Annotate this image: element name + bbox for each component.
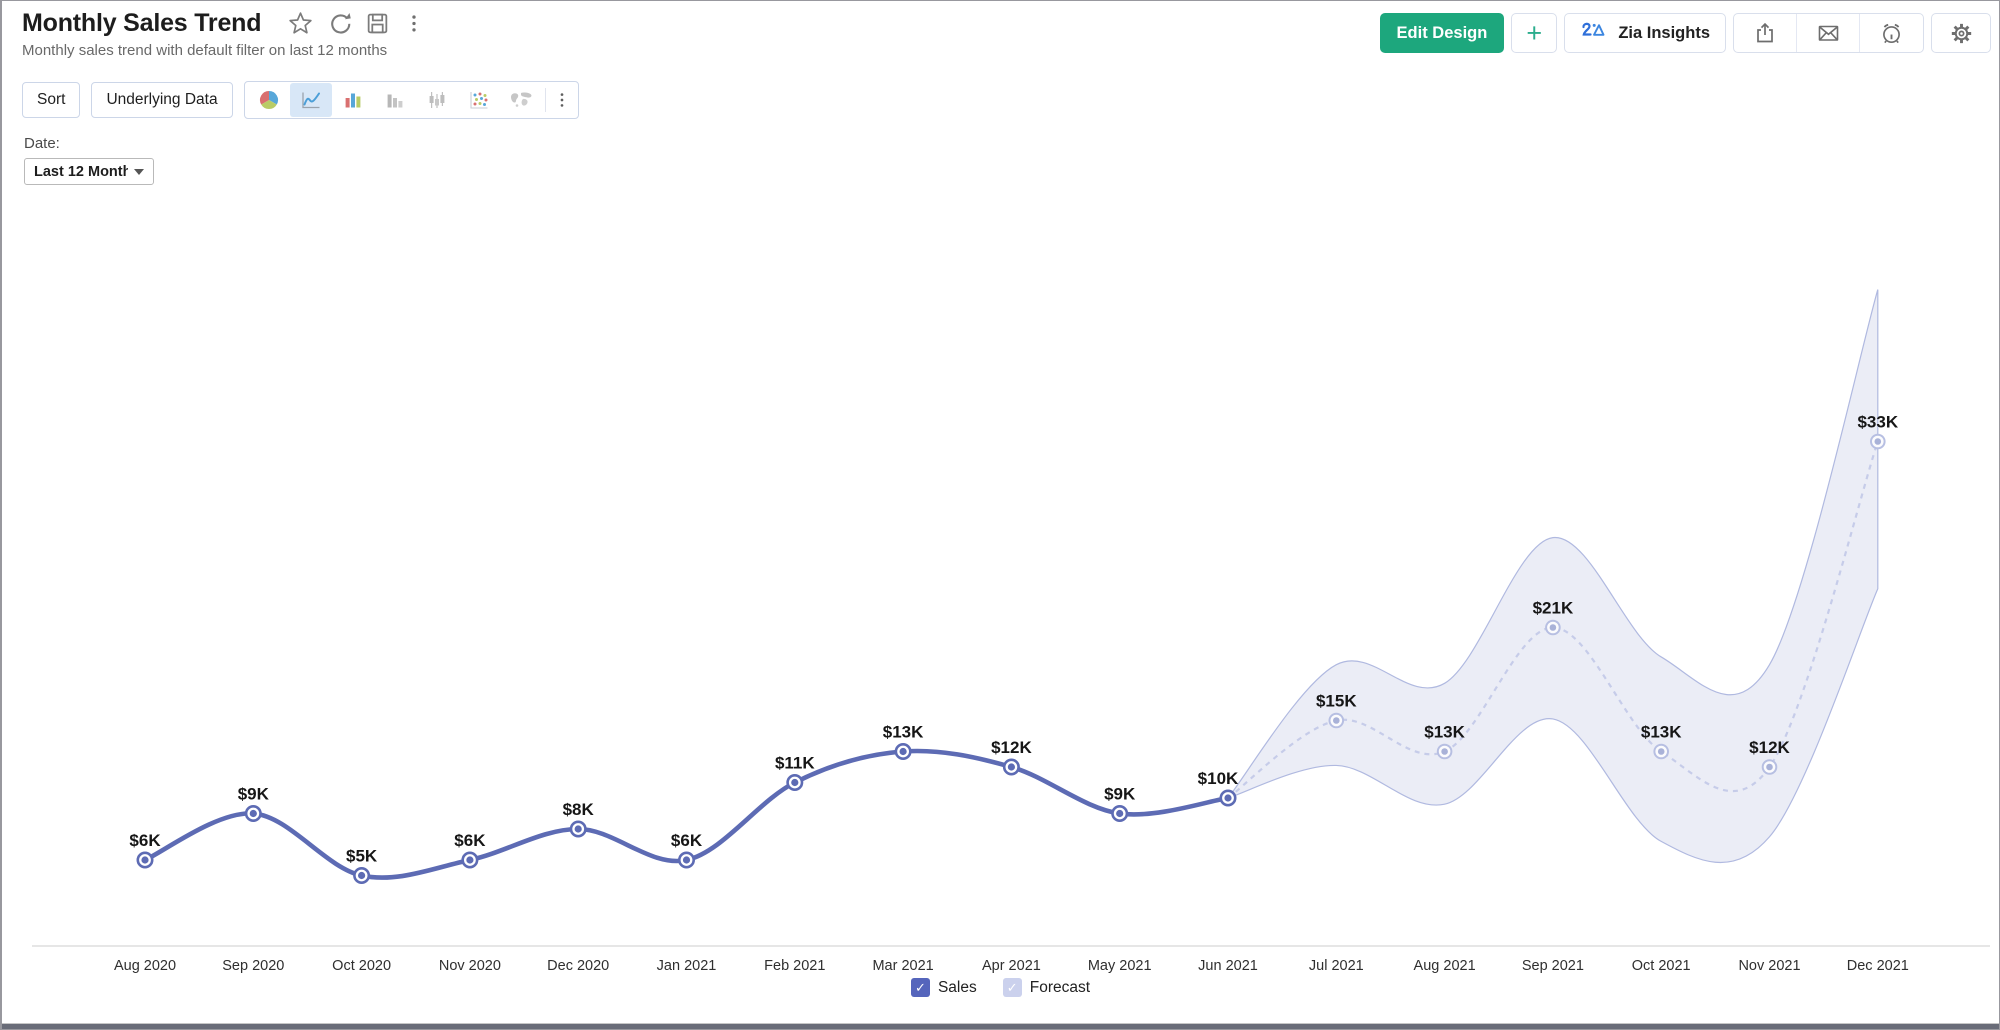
svg-text:Oct 2021: Oct 2021 [1632, 958, 1691, 974]
zia-insights-button[interactable]: Zia Insights [1564, 13, 1726, 53]
svg-text:$6K: $6K [129, 831, 161, 850]
more-chart-types-icon[interactable] [549, 83, 575, 117]
svg-text:$13K: $13K [883, 723, 924, 742]
bar-chart-icon[interactable] [332, 83, 374, 117]
more-options-icon[interactable] [403, 11, 425, 36]
view-toolbar: Sort Underlying Data [22, 81, 579, 119]
zia-logo-icon [1580, 19, 1610, 48]
window-bottom-edge [2, 1023, 1999, 1029]
svg-text:Sep 2020: Sep 2020 [222, 958, 284, 974]
svg-text:$10K: $10K [1198, 769, 1239, 788]
page-title: Monthly Sales Trend [22, 9, 262, 37]
add-report-button[interactable]: + [1511, 13, 1558, 53]
svg-text:$8K: $8K [563, 800, 595, 819]
underlying-data-button[interactable]: Underlying Data [91, 82, 233, 118]
legend-item-forecast[interactable]: ✓ Forecast [1002, 978, 1091, 997]
bar-gray-chart-icon[interactable] [374, 83, 416, 117]
svg-text:$15K: $15K [1316, 692, 1357, 711]
zia-insights-label: Zia Insights [1618, 23, 1710, 42]
svg-text:$12K: $12K [991, 738, 1032, 757]
email-icon[interactable] [1797, 14, 1860, 52]
svg-text:Feb 2021: Feb 2021 [764, 958, 825, 974]
svg-text:Dec 2021: Dec 2021 [1847, 958, 1909, 974]
svg-text:Dec 2020: Dec 2020 [547, 958, 609, 974]
forecast-checkbox-icon[interactable]: ✓ [1002, 978, 1022, 997]
date-filter-value: Last 12 Month... [34, 163, 128, 180]
scatter-chart-icon[interactable] [458, 83, 500, 117]
candlestick-chart-icon[interactable] [416, 83, 458, 117]
favorite-star-icon[interactable] [287, 10, 314, 37]
svg-text:$6K: $6K [671, 831, 703, 850]
chart-legend: ✓ Sales ✓ Forecast [2, 978, 1999, 997]
page-subtitle: Monthly sales trend with default filter … [22, 42, 388, 59]
schedule-alarm-icon[interactable] [1860, 14, 1923, 52]
svg-text:Jul 2021: Jul 2021 [1309, 958, 1364, 974]
edit-design-button[interactable]: Edit Design [1379, 13, 1505, 53]
header: Monthly Sales Trend [22, 9, 425, 59]
svg-text:Jan 2021: Jan 2021 [657, 958, 717, 974]
svg-text:$6K: $6K [454, 831, 486, 850]
legend-label-forecast: Forecast [1029, 978, 1091, 996]
svg-text:May 2021: May 2021 [1088, 958, 1152, 974]
legend-label-sales: Sales [937, 978, 977, 996]
svg-text:$9K: $9K [1104, 785, 1136, 804]
svg-text:$13K: $13K [1424, 723, 1465, 742]
svg-text:$11K: $11K [775, 754, 815, 773]
svg-text:$9K: $9K [238, 785, 270, 804]
chart-type-selector [243, 81, 579, 119]
save-icon[interactable] [365, 11, 390, 36]
svg-text:$13K: $13K [1641, 723, 1682, 742]
svg-text:Mar 2021: Mar 2021 [872, 958, 933, 974]
header-actions: Edit Design + Zia Insights [1379, 13, 1991, 53]
sales-checkbox-icon[interactable]: ✓ [910, 978, 930, 997]
legend-item-sales[interactable]: ✓ Sales [910, 978, 977, 997]
sort-button[interactable]: Sort [22, 82, 81, 118]
svg-text:Aug 2021: Aug 2021 [1414, 958, 1476, 974]
svg-text:Aug 2020: Aug 2020 [114, 958, 176, 974]
date-filter-dropdown[interactable]: Last 12 Month... [24, 158, 154, 185]
svg-text:Oct 2020: Oct 2020 [332, 958, 391, 974]
svg-text:Nov 2021: Nov 2021 [1738, 958, 1800, 974]
toolbar-separator [544, 88, 546, 112]
date-filter: Date: Last 12 Month... [24, 135, 154, 185]
svg-text:Apr 2021: Apr 2021 [982, 958, 1041, 974]
map-chart-icon[interactable] [500, 83, 542, 117]
svg-text:$5K: $5K [346, 847, 378, 866]
settings-gear-icon[interactable] [1931, 13, 1991, 53]
export-icon[interactable] [1734, 14, 1797, 52]
svg-text:Sep 2021: Sep 2021 [1522, 958, 1584, 974]
pie-chart-icon[interactable] [248, 83, 290, 117]
refresh-icon[interactable] [327, 11, 352, 36]
svg-text:$12K: $12K [1749, 738, 1790, 757]
dropdown-caret-icon [134, 168, 144, 175]
svg-text:Nov 2020: Nov 2020 [439, 958, 501, 974]
svg-text:$21K: $21K [1533, 599, 1574, 618]
share-actions-group [1733, 13, 1924, 53]
svg-text:$33K: $33K [1857, 413, 1898, 432]
line-chart-icon[interactable] [289, 83, 332, 117]
svg-text:Jun 2021: Jun 2021 [1198, 958, 1258, 974]
date-filter-label: Date: [24, 135, 60, 152]
